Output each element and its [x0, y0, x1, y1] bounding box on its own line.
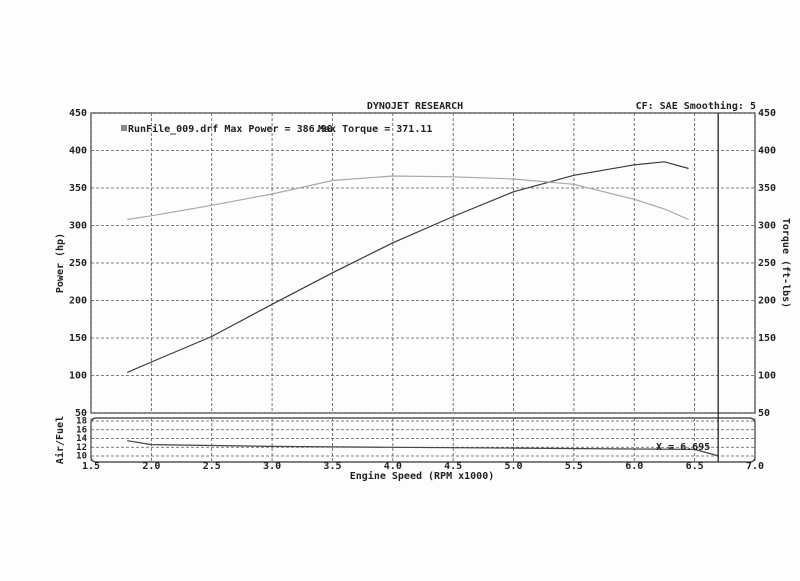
x-tick-label: 5.0: [505, 461, 523, 472]
y-axis-label: Power (hp): [55, 233, 66, 293]
x-tick-label: 2.5: [203, 461, 221, 472]
y-tick-label: 12: [76, 443, 87, 453]
data-line: [126, 161, 689, 374]
y-tick-label: 200: [69, 296, 87, 307]
x-tick-label: 3.0: [263, 461, 281, 472]
data-line: [127, 440, 719, 457]
y2-tick-label: 150: [758, 333, 776, 344]
chart-subtitle: CF: SAE Smoothing: 5: [636, 100, 756, 112]
x-tick-label: 1.5: [82, 461, 100, 472]
y2-tick-label: 350: [758, 183, 776, 194]
y2-axis-label: Torque (ft-lbs): [780, 218, 791, 308]
y2-tick-label: 400: [758, 146, 776, 157]
y2-tick-label: 50: [758, 408, 770, 419]
y2-tick-label: 300: [758, 221, 776, 232]
x-tick-label: 6.5: [686, 461, 704, 472]
legend-entry: RunFile_009.drf Max Power = 386.90: [128, 123, 333, 135]
y-tick-label: 150: [69, 333, 87, 344]
y-tick-label: 100: [69, 371, 87, 382]
y-tick-label: 250: [69, 258, 87, 269]
y-tick-label: 16: [76, 425, 87, 435]
y-tick-label: 50: [75, 408, 87, 419]
x-tick-label: 6.0: [625, 461, 643, 472]
x-axis-label: Engine Speed (RPM x1000): [350, 470, 495, 482]
data-line: [127, 175, 689, 221]
y-tick-label: 18: [76, 417, 87, 427]
y-tick-label: 14: [76, 434, 87, 444]
y-tick-label: 350: [69, 183, 87, 194]
x-tick-label: 3.5: [323, 461, 341, 472]
y-tick-label: 450: [69, 108, 87, 119]
y2-tick-label: 200: [758, 296, 776, 307]
cursor-label: X = 6.695: [656, 442, 710, 453]
y-tick-label: 400: [69, 146, 87, 157]
legend-icon: [121, 125, 127, 131]
legend-entry: Max Torque = 371.11: [318, 124, 432, 135]
x-tick-label: 5.5: [565, 461, 583, 472]
y-tick-label: 300: [69, 221, 87, 232]
y2-tick-label: 250: [758, 258, 776, 269]
y2-tick-label: 450: [758, 108, 776, 119]
x-tick-label: 4.5: [444, 461, 462, 472]
x-tick-label: 2.0: [142, 461, 160, 472]
chart-title: DYNOJET RESEARCH: [367, 101, 463, 112]
y-tick-label: 10: [76, 452, 87, 462]
x-tick-label: 4.0: [384, 461, 402, 472]
y2-tick-label: 100: [758, 371, 776, 382]
y-axis-label: Air/Fuel: [54, 416, 66, 464]
x-tick-label: 7.0: [746, 461, 764, 472]
